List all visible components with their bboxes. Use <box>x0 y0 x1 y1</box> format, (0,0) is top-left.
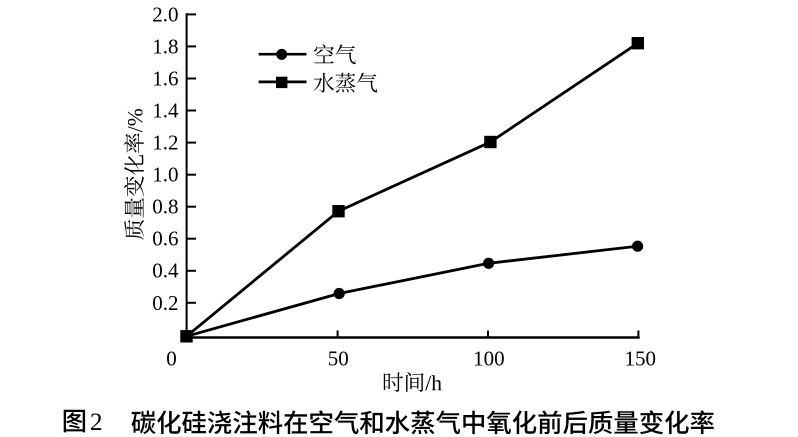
svg-text:2.0: 2.0 <box>152 2 178 26</box>
svg-text:0.4: 0.4 <box>152 259 179 283</box>
svg-text:1.8: 1.8 <box>152 34 178 58</box>
svg-text:0: 0 <box>166 347 177 371</box>
svg-text:50: 50 <box>328 347 349 371</box>
svg-text:0.6: 0.6 <box>152 227 178 251</box>
svg-text:100: 100 <box>473 347 505 371</box>
svg-text:1.0: 1.0 <box>152 163 178 187</box>
svg-text:1.4: 1.4 <box>152 99 179 123</box>
svg-text:0.2: 0.2 <box>152 291 178 315</box>
svg-text:1.6: 1.6 <box>152 67 178 91</box>
svg-text:150: 150 <box>624 347 656 371</box>
svg-text:2: 2 <box>90 408 103 436</box>
svg-text:0.8: 0.8 <box>152 195 178 219</box>
svg-text:1.2: 1.2 <box>152 131 178 155</box>
